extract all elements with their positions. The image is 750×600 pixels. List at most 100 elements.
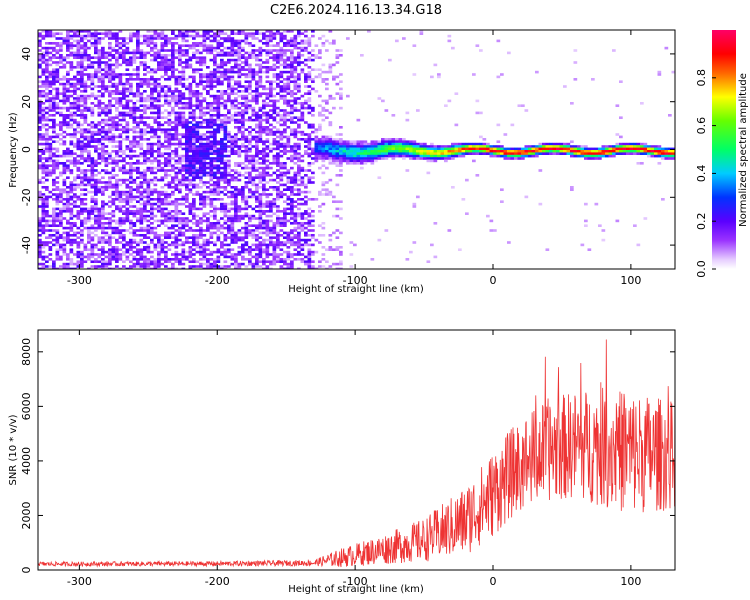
heatmap-cell (129, 58, 133, 62)
heatmap-cell (227, 181, 231, 184)
heatmap-cell (237, 231, 242, 235)
heatmap-cell (258, 121, 263, 124)
heatmap-cell (87, 109, 91, 112)
heatmap-cell (146, 145, 151, 148)
heatmap-cell (111, 253, 116, 256)
heatmap-cell (136, 56, 140, 59)
heatmap-cell (150, 130, 154, 134)
heatmap-cell (188, 236, 193, 239)
heatmap-cell (230, 140, 235, 143)
heatmap-cell (234, 178, 238, 182)
heatmap-cell (297, 238, 301, 242)
heatmap-cell (52, 102, 56, 105)
heatmap-cell (255, 229, 259, 232)
heatmap-cell (227, 250, 231, 254)
heatmap-cell (76, 130, 81, 134)
heatmap-cell (195, 152, 200, 155)
heatmap-cell (115, 188, 119, 191)
heatmap-cell (297, 267, 301, 269)
heatmap-cell (213, 174, 217, 177)
heatmap-cell (160, 58, 165, 62)
heatmap-cell (48, 80, 53, 83)
heatmap-cell (73, 142, 77, 146)
heatmap-cell (94, 207, 98, 211)
heatmap-cell (181, 248, 186, 251)
heatmap-cell (101, 145, 105, 148)
heatmap-cell (41, 138, 46, 141)
heatmap-cell (307, 140, 312, 143)
heatmap-cell (132, 54, 137, 57)
heatmap-cell (146, 123, 151, 127)
heatmap-cell (244, 58, 249, 62)
heatmap-cell (69, 54, 74, 57)
heatmap-cell (41, 56, 46, 59)
heatmap-cell (139, 130, 144, 134)
heatmap-cell (48, 97, 53, 100)
heatmap-cell (202, 202, 207, 206)
heatmap-cell (272, 226, 277, 230)
heatmap-cell (185, 97, 189, 100)
heatmap-cell (45, 200, 49, 203)
heatmap-cell (108, 181, 112, 184)
heatmap-cell (157, 114, 161, 117)
heatmap-cell (139, 176, 144, 179)
heatmap-cell (150, 162, 154, 165)
heatmap-cell (139, 183, 144, 187)
heatmap-cell (195, 44, 200, 47)
heatmap-cell (276, 78, 280, 81)
heatmap-cell (195, 183, 200, 187)
heatmap-cell (199, 181, 203, 184)
heatmap-cell (199, 61, 203, 64)
heatmap-cell (311, 198, 315, 201)
heatmap-cell (269, 90, 273, 93)
heatmap-cell (230, 262, 235, 266)
heatmap-cell (111, 97, 116, 100)
heatmap-cell (174, 150, 179, 153)
heatmap-cell (178, 30, 182, 33)
heatmap-cell (244, 68, 249, 71)
heatmap-cell (248, 44, 252, 47)
heatmap-cell (132, 234, 137, 237)
heatmap-cell (143, 246, 147, 249)
heatmap-cell (136, 46, 140, 50)
heatmap-cell (181, 142, 186, 146)
heatmap-cell (146, 186, 151, 189)
heatmap-cell (136, 73, 140, 76)
heatmap-cell (171, 46, 175, 50)
heatmap-cell (118, 200, 123, 203)
heatmap-cell (66, 90, 70, 93)
heatmap-cell (125, 135, 130, 139)
heatmap-cell (41, 166, 46, 170)
heatmap-cell (255, 176, 259, 179)
heatmap-cell (195, 128, 200, 131)
heatmap-cell (209, 258, 214, 261)
heatmap-cell (185, 44, 189, 47)
heatmap-cell (262, 99, 266, 103)
heatmap-cell (45, 210, 49, 213)
heatmap-cell (269, 210, 273, 213)
heatmap-cell (125, 123, 130, 127)
heatmap-cell (192, 152, 196, 155)
heatmap-cell (171, 128, 175, 131)
heatmap-cell (241, 195, 245, 199)
heatmap-cell (62, 150, 67, 153)
heatmap-cell (244, 39, 249, 43)
heatmap-cell (118, 183, 123, 187)
heatmap-cell (55, 164, 60, 167)
heatmap-cell (174, 241, 179, 244)
heatmap-cell (314, 157, 319, 160)
heatmap-cell (258, 162, 263, 165)
heatmap-cell (241, 126, 245, 129)
heatmap-cell (241, 32, 245, 35)
heatmap-cell (80, 78, 84, 81)
heatmap-cell (286, 157, 291, 160)
heatmap-cell (244, 202, 249, 206)
heatmap-cell (94, 34, 98, 38)
heatmap-cell (199, 222, 203, 225)
heatmap-cell (237, 106, 242, 110)
heatmap-cell (300, 183, 305, 187)
heatmap-cell (132, 181, 137, 184)
heatmap-cell (108, 217, 112, 220)
heatmap-cell (206, 181, 210, 184)
heatmap-cell (241, 207, 245, 211)
